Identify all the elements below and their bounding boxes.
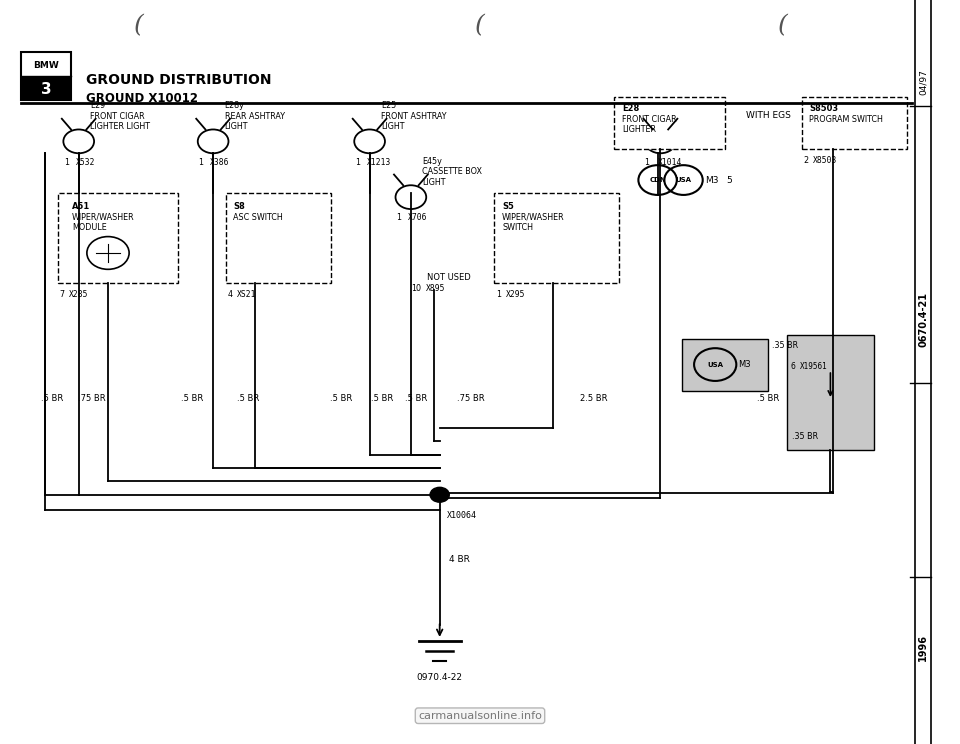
Text: .5 BR: .5 BR xyxy=(404,394,427,403)
Text: S8503: S8503 xyxy=(809,104,838,113)
Text: LIGHTER: LIGHTER xyxy=(622,125,656,134)
Bar xyxy=(682,339,768,391)
Text: GROUND X10012: GROUND X10012 xyxy=(86,92,199,106)
Text: LIGHTER LIGHT: LIGHTER LIGHT xyxy=(90,122,150,131)
Text: 3: 3 xyxy=(40,83,52,97)
Text: E45y: E45y xyxy=(422,157,443,166)
Text: X285: X285 xyxy=(69,290,88,299)
Text: GROUND DISTRIBUTION: GROUND DISTRIBUTION xyxy=(86,73,272,86)
Text: .35 BR: .35 BR xyxy=(792,432,818,441)
Text: X532: X532 xyxy=(76,158,95,167)
Text: .5 BR: .5 BR xyxy=(40,394,63,403)
Text: M3: M3 xyxy=(738,360,751,369)
Text: .35 BR: .35 BR xyxy=(772,341,798,350)
Text: WIPER/WASHER: WIPER/WASHER xyxy=(502,213,564,222)
Text: 10: 10 xyxy=(412,284,421,293)
Text: 4 BR: 4 BR xyxy=(449,555,470,565)
Text: .5 BR: .5 BR xyxy=(371,394,394,403)
Text: X8503: X8503 xyxy=(813,156,837,165)
Text: 0970.4-22: 0970.4-22 xyxy=(417,673,463,682)
Text: .5 BR: .5 BR xyxy=(756,394,780,403)
Text: WIPER/WASHER: WIPER/WASHER xyxy=(72,213,134,222)
Bar xyxy=(58,193,178,283)
Text: 7: 7 xyxy=(60,290,64,299)
Text: .5 BR: .5 BR xyxy=(180,394,204,403)
Text: 2: 2 xyxy=(804,156,808,165)
Bar xyxy=(21,52,71,100)
Text: SWITCH: SWITCH xyxy=(502,223,533,232)
Text: LIGHT: LIGHT xyxy=(225,122,248,131)
Text: NOT USED: NOT USED xyxy=(427,273,471,282)
Text: WITH EGS: WITH EGS xyxy=(746,111,790,120)
Text: M3: M3 xyxy=(706,176,719,185)
Text: FRONT ASHTRAY: FRONT ASHTRAY xyxy=(381,112,446,121)
Text: (: ( xyxy=(778,15,787,37)
Text: 1: 1 xyxy=(644,158,649,167)
Text: USA: USA xyxy=(708,362,723,368)
Text: X895: X895 xyxy=(426,284,445,293)
Text: E25: E25 xyxy=(381,101,396,110)
Text: CASSETTE BOX: CASSETTE BOX xyxy=(422,167,482,176)
Text: 1: 1 xyxy=(496,290,501,299)
Bar xyxy=(226,193,331,283)
Text: 04/97: 04/97 xyxy=(919,69,927,94)
Text: 1996: 1996 xyxy=(918,634,928,661)
Text: 5: 5 xyxy=(727,176,732,185)
Text: .75 BR: .75 BR xyxy=(79,394,106,403)
Text: X1213: X1213 xyxy=(367,158,391,167)
Bar xyxy=(21,77,71,100)
Circle shape xyxy=(430,487,449,502)
Text: E28: E28 xyxy=(622,104,639,113)
Text: X19561: X19561 xyxy=(800,362,828,371)
Text: BMW: BMW xyxy=(34,61,59,70)
Text: E29: E29 xyxy=(90,101,106,110)
Text: A51: A51 xyxy=(72,202,90,211)
Text: S5: S5 xyxy=(502,202,514,211)
Bar xyxy=(802,97,907,149)
Text: E28y: E28y xyxy=(225,101,245,110)
Text: 4: 4 xyxy=(228,290,232,299)
Text: X295: X295 xyxy=(506,290,525,299)
Bar xyxy=(614,97,725,149)
Text: 6: 6 xyxy=(790,362,795,371)
Text: REAR ASHTRAY: REAR ASHTRAY xyxy=(225,112,284,121)
Bar xyxy=(787,335,874,450)
Text: LIGHT: LIGHT xyxy=(381,122,404,131)
Text: 1: 1 xyxy=(199,158,204,167)
Text: 1: 1 xyxy=(64,158,69,167)
Text: MODULE: MODULE xyxy=(72,223,107,232)
Text: USA: USA xyxy=(676,177,691,183)
Text: 0670.4-21: 0670.4-21 xyxy=(918,292,928,347)
Text: 1: 1 xyxy=(396,214,401,222)
Text: FRONT CIGAR: FRONT CIGAR xyxy=(90,112,145,121)
Text: X706: X706 xyxy=(408,214,427,222)
Text: 1: 1 xyxy=(355,158,360,167)
Text: S8: S8 xyxy=(233,202,245,211)
Text: (: ( xyxy=(475,15,485,37)
Text: 2.5 BR: 2.5 BR xyxy=(580,394,607,403)
Text: (: ( xyxy=(134,15,144,37)
Text: X1014: X1014 xyxy=(658,158,682,167)
Text: FRONT CIGAR: FRONT CIGAR xyxy=(622,115,677,124)
Text: XS21: XS21 xyxy=(237,290,256,299)
Text: PROGRAM SWITCH: PROGRAM SWITCH xyxy=(809,115,883,124)
Text: .75 BR: .75 BR xyxy=(457,394,484,403)
Text: .5 BR: .5 BR xyxy=(329,394,352,403)
Bar xyxy=(494,193,619,283)
Text: X10064: X10064 xyxy=(447,511,477,520)
Text: ASC SWITCH: ASC SWITCH xyxy=(233,213,283,222)
Text: carmanualsonline.info: carmanualsonline.info xyxy=(418,711,542,721)
Text: X386: X386 xyxy=(210,158,229,167)
Text: .5 BR: .5 BR xyxy=(236,394,259,403)
Text: LIGHT: LIGHT xyxy=(422,178,445,187)
Text: CDN: CDN xyxy=(649,177,666,183)
